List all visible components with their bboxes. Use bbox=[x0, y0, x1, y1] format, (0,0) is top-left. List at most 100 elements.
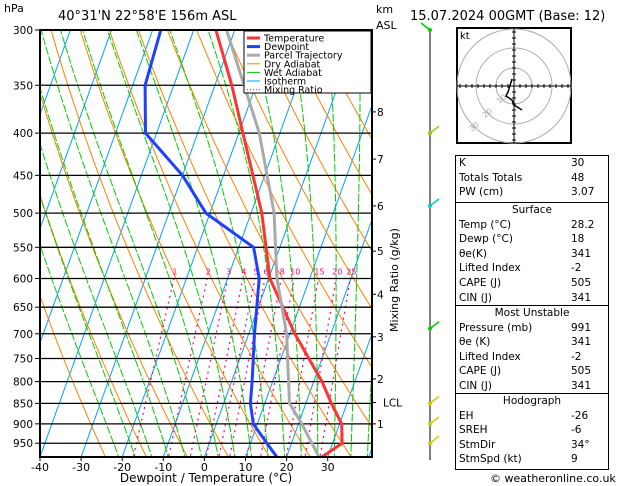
row-value: 3.07 bbox=[571, 186, 595, 199]
row-label: Temp (°C) bbox=[459, 218, 512, 231]
mixing-ratio-line bbox=[304, 278, 337, 457]
mixing-ratio-axis-label: Mixing Ratio (g/kg) bbox=[388, 228, 401, 332]
km-tick-label: 6 bbox=[377, 201, 384, 213]
row-value: 9 bbox=[571, 453, 578, 466]
dry-adiabat-line bbox=[254, 30, 372, 253]
x-tick-label: -40 bbox=[31, 461, 49, 474]
mixing-ratio-line bbox=[229, 278, 266, 457]
series-parcel-trajectory-line bbox=[225, 30, 321, 457]
row-value: 505 bbox=[571, 365, 592, 378]
row-label: EH bbox=[459, 409, 474, 422]
section-title: Most Unstable bbox=[494, 307, 570, 319]
table-row: θe (K) 341 bbox=[456, 335, 608, 350]
table-row: Temp (°C) 28.2 bbox=[456, 218, 608, 233]
isotherm-line bbox=[327, 332, 372, 457]
mixing-ratio-label: 20 bbox=[332, 267, 342, 276]
km-tick-label: 2 bbox=[377, 374, 384, 386]
isotherm-line bbox=[244, 104, 372, 457]
dry-adiabat-line bbox=[50, 30, 229, 457]
mixing-ratio-line bbox=[285, 278, 320, 457]
table-row: PW (cm) 3.07 bbox=[456, 185, 608, 200]
mixing-ratio-label: 25 bbox=[346, 267, 356, 276]
row-value: 28.2 bbox=[571, 218, 595, 231]
isotherm-line bbox=[40, 30, 113, 231]
table-row: CIN (J) 341 bbox=[456, 379, 608, 394]
dry-adiabat-line bbox=[137, 30, 352, 457]
pressure-unit-label: hPa bbox=[4, 2, 24, 15]
surface-table: Surface Temp (°C) 28.2 Dewp (°C) 18 θe(K) 3… bbox=[455, 202, 609, 306]
legend-label: Temperature bbox=[263, 34, 324, 45]
table-row: Totals Totals 48 bbox=[456, 171, 608, 186]
legend-label: Isotherm bbox=[264, 77, 306, 88]
y-tick-label: 500 bbox=[13, 208, 33, 220]
location-title: 40°31'N 22°58'E 156m ASL bbox=[58, 9, 237, 24]
row-label: Totals Totals bbox=[459, 171, 523, 184]
y-tick-label: 800 bbox=[13, 377, 33, 389]
wet-adiabat-line bbox=[81, 30, 219, 457]
x-tick-label: 30 bbox=[321, 461, 335, 474]
mixing-ratio-label: 2 bbox=[206, 267, 211, 276]
row-value: -26 bbox=[571, 409, 589, 422]
plot-frame bbox=[39, 29, 373, 458]
x-tick-label: 0 bbox=[201, 461, 208, 474]
dry-adiabat-line bbox=[40, 294, 107, 457]
y-tick-label: 550 bbox=[13, 242, 33, 254]
row-value: 18 bbox=[571, 233, 585, 246]
km-tick-label: 3 bbox=[377, 332, 384, 344]
hodograph-trace bbox=[505, 78, 523, 111]
x-tick-label: 20 bbox=[280, 461, 294, 474]
x-tick-label: -30 bbox=[72, 461, 90, 474]
row-label: CIN (J) bbox=[459, 291, 492, 304]
y-tick-label: 700 bbox=[13, 329, 33, 341]
mixing-ratio-line bbox=[259, 278, 295, 457]
legend-box bbox=[243, 30, 372, 94]
row-value: 48 bbox=[571, 171, 585, 184]
table-row: Dewp (°C) 18 bbox=[456, 232, 608, 247]
dry-adiabat-line bbox=[166, 30, 372, 428]
most-unstable-table: Most Unstable Pressure (mb) 991 θe (K) 341… bbox=[455, 305, 609, 394]
mixing-ratio-label: 15 bbox=[314, 267, 324, 276]
dry-adiabat-line bbox=[283, 30, 372, 196]
row-value: 341 bbox=[571, 379, 592, 392]
row-value: -2 bbox=[571, 262, 582, 275]
copyright: © weatheronline.co.uk bbox=[490, 472, 616, 485]
y-tick-label: 350 bbox=[13, 80, 33, 92]
y-tick-label: 750 bbox=[13, 353, 33, 365]
mixing-ratio-label: 5 bbox=[253, 267, 258, 276]
mixing-ratio-line bbox=[218, 278, 256, 457]
isotherm-line bbox=[40, 30, 154, 345]
km-tick-label: LCL bbox=[383, 398, 402, 410]
wind-barb-dot bbox=[428, 401, 432, 406]
mixing-ratio-label: 10 bbox=[290, 267, 300, 276]
row-label: θe (K) bbox=[459, 336, 491, 349]
wind-barbs bbox=[420, 22, 440, 460]
km-tick-label: 1 bbox=[377, 419, 384, 431]
table-row: Pressure (mb) 991 bbox=[456, 321, 608, 336]
wind-barb-dot bbox=[428, 203, 432, 208]
mixing-ratio-label: 8 bbox=[280, 267, 285, 276]
row-label: Lifted Index bbox=[459, 350, 521, 363]
table-row: CAPE (J) 505 bbox=[456, 276, 608, 291]
y-tick-label: 450 bbox=[13, 170, 33, 182]
y-tick-label: 900 bbox=[13, 419, 33, 431]
wind-barb-dot bbox=[428, 421, 432, 426]
row-value: 341 bbox=[571, 291, 592, 304]
wind-barb-dot bbox=[428, 326, 432, 331]
row-value: 34° bbox=[571, 438, 590, 451]
row-label: Dewp (°C) bbox=[459, 233, 513, 246]
row-label: K bbox=[459, 157, 466, 169]
km-tick-label: 8 bbox=[377, 107, 384, 119]
row-label: θe(K) bbox=[459, 247, 487, 260]
dry-adiabat-line bbox=[108, 30, 311, 457]
asl-label: ASL bbox=[376, 19, 398, 32]
y-tick-label: 850 bbox=[13, 398, 33, 410]
wind-barb-dot bbox=[428, 28, 432, 32]
hodograph-unit: kt bbox=[460, 31, 470, 42]
row-value: 505 bbox=[571, 276, 592, 289]
y-tick-label: 600 bbox=[13, 273, 33, 285]
table-row: Lifted Index -2 bbox=[456, 350, 608, 365]
row-label: CAPE (J) bbox=[459, 276, 502, 289]
wet-adiabat-line bbox=[366, 353, 372, 457]
